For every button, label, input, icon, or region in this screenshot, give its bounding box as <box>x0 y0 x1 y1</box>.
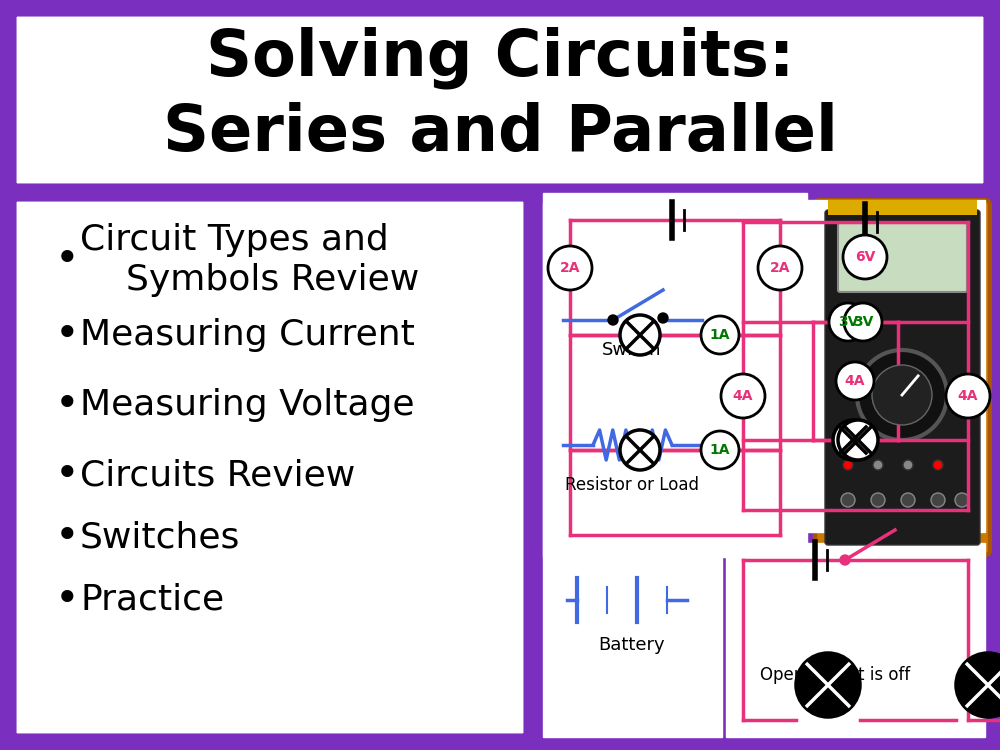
Circle shape <box>946 374 990 418</box>
FancyBboxPatch shape <box>815 200 990 555</box>
Circle shape <box>840 555 850 565</box>
Circle shape <box>548 246 592 290</box>
Circle shape <box>843 460 853 470</box>
FancyBboxPatch shape <box>828 200 977 215</box>
Text: 2A: 2A <box>560 261 580 275</box>
Circle shape <box>833 420 873 460</box>
FancyBboxPatch shape <box>726 543 985 737</box>
Text: Measuring Current: Measuring Current <box>80 318 415 352</box>
Text: 4A: 4A <box>958 389 978 403</box>
Circle shape <box>901 493 915 507</box>
Circle shape <box>701 316 739 354</box>
Text: •: • <box>55 239 80 281</box>
Circle shape <box>829 303 867 341</box>
Text: 4A: 4A <box>845 374 865 388</box>
Text: 4A: 4A <box>733 389 753 403</box>
Text: •: • <box>55 516 80 558</box>
FancyBboxPatch shape <box>11 11 989 189</box>
Text: Switches: Switches <box>80 520 240 554</box>
Text: •: • <box>55 579 80 621</box>
FancyBboxPatch shape <box>825 210 980 545</box>
Circle shape <box>843 235 887 279</box>
Circle shape <box>701 431 739 469</box>
Text: Battery: Battery <box>599 636 665 654</box>
Text: 1A: 1A <box>710 328 730 342</box>
Circle shape <box>857 350 947 440</box>
Text: Circuits Review: Circuits Review <box>80 458 355 492</box>
Text: Circuit Types and
    Symbols Review: Circuit Types and Symbols Review <box>80 224 419 297</box>
Text: 2A: 2A <box>770 261 790 275</box>
FancyBboxPatch shape <box>543 193 807 557</box>
Circle shape <box>956 653 1000 717</box>
Circle shape <box>608 315 618 325</box>
FancyBboxPatch shape <box>543 203 722 737</box>
Circle shape <box>871 493 885 507</box>
Text: Open – Light is off: Open – Light is off <box>760 666 910 684</box>
Text: 6V: 6V <box>855 250 875 264</box>
FancyBboxPatch shape <box>838 223 967 292</box>
Circle shape <box>844 303 882 341</box>
Text: Series and Parallel: Series and Parallel <box>163 102 837 164</box>
Text: •: • <box>55 314 80 356</box>
Circle shape <box>838 420 878 460</box>
Text: 1A: 1A <box>710 443 730 457</box>
Text: Measuring Voltage: Measuring Voltage <box>80 388 415 422</box>
Text: 3V: 3V <box>838 315 858 329</box>
Circle shape <box>658 313 668 323</box>
Circle shape <box>721 374 765 418</box>
Circle shape <box>620 315 660 355</box>
Text: •: • <box>55 454 80 496</box>
Circle shape <box>933 460 943 470</box>
Circle shape <box>836 362 874 400</box>
Text: Resistor or Load: Resistor or Load <box>565 476 699 494</box>
Circle shape <box>903 460 913 470</box>
Text: 3V: 3V <box>853 315 873 329</box>
Circle shape <box>796 653 860 717</box>
Circle shape <box>620 430 660 470</box>
Circle shape <box>872 365 932 425</box>
Text: Solving Circuits:: Solving Circuits: <box>206 27 794 89</box>
Circle shape <box>758 246 802 290</box>
Circle shape <box>873 460 883 470</box>
Circle shape <box>955 493 969 507</box>
FancyBboxPatch shape <box>11 196 529 739</box>
Text: Switch: Switch <box>602 341 662 359</box>
FancyBboxPatch shape <box>726 200 985 532</box>
Circle shape <box>841 493 855 507</box>
Text: •: • <box>55 384 80 426</box>
Text: Practice: Practice <box>80 583 224 617</box>
Circle shape <box>931 493 945 507</box>
